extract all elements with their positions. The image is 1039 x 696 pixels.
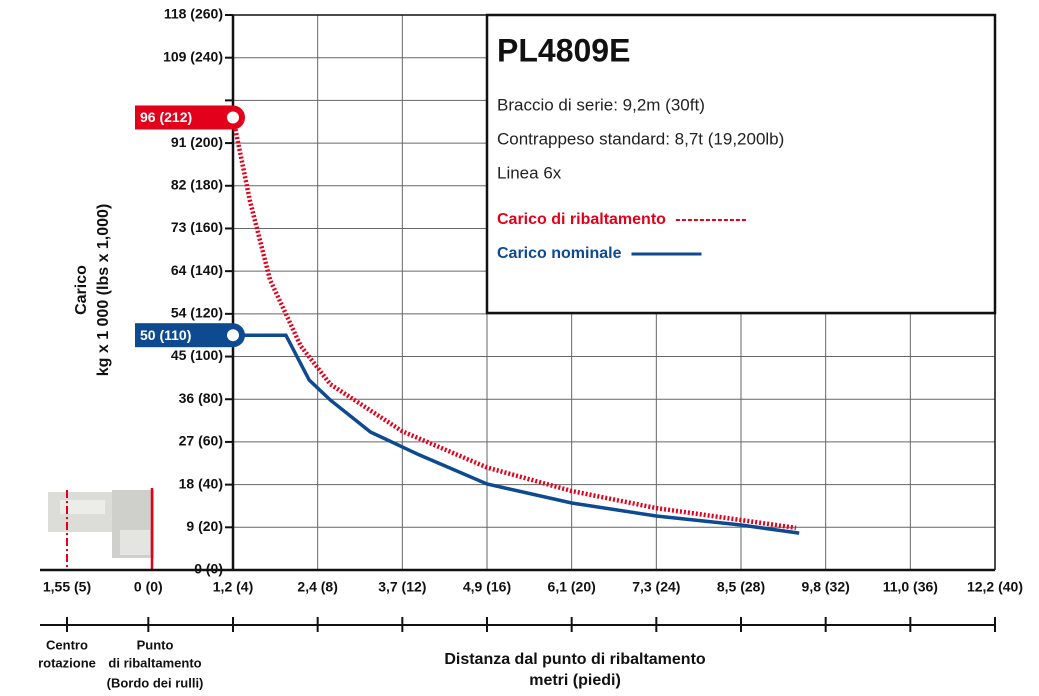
y-tick-label: 82 (180) [171,176,223,192]
x-tick-label: 11,0 (36) [883,579,938,595]
y-tick-label: 0 (0) [194,561,223,577]
value-badge-label: 96 (212) [140,109,192,125]
y-tick-label: 18 (40) [179,475,223,491]
info-line: Contrappeso standard: 8,7t (19,200lb) [497,129,784,148]
chart: 1,55 (5) Centro rotazione Punto di ribal… [0,0,1039,696]
x-tick-label: 1,2 (4) [213,579,253,595]
value-badge-label: 50 (110) [140,327,191,343]
y-tick-label: 27 (60) [179,433,223,449]
x-axis-title: metri (piedi) [529,672,621,689]
x-tick-label: 9,8 (32) [802,579,850,595]
x-tick-label: 4,9 (16) [463,579,511,595]
info-title: PL4809E [497,32,630,68]
x-tick-label: 2,4 (8) [297,579,337,595]
x-tick-label: 3,7 (12) [378,579,426,595]
value-marker [224,326,242,344]
y-tick-label: 36 (80) [179,390,223,406]
x-tick-label: 0 (0) [134,579,163,595]
x-tick-label: 6,1 (20) [548,579,596,595]
x-tick-label: 12,2 (40) [967,579,1023,595]
y-tick-label: 91 (200) [171,134,223,150]
y-tick-label: 45 (100) [171,347,223,363]
y-tick-label: 118 (260) [164,6,223,22]
y-axis-title: Carico [73,265,90,315]
y-tick-label: 9 (20) [186,518,223,534]
y-tick-label: 64 (140) [171,262,223,278]
info-line: Braccio di serie: 9,2m (30ft) [497,95,705,114]
legend-label: Carico di ribaltamento [497,211,666,228]
rotation-caption: rotazione [38,655,96,670]
rotation-caption: Centro [46,637,88,652]
tipping-caption: Punto [137,637,174,652]
y-tick-label: 73 (160) [171,219,223,235]
machine-photo [48,490,154,558]
x-tick-label: 8,5 (28) [717,579,765,595]
y-tick-label: 109 (240) [163,48,223,64]
info-line: Linea 6x [497,163,562,182]
y-axis-title: kg x 1 000 (lbs x 1,000) [95,204,112,377]
x-tick-label: 7,3 (24) [632,579,680,595]
value-marker [224,108,242,126]
legend-label: Carico nominale [497,245,622,262]
rotation-center-label: 1,55 (5) [43,579,91,595]
tipping-caption: (Bordo dei rulli) [107,675,204,690]
x-axis-title: Distanza dal punto di ribaltamento [444,651,706,668]
tipping-caption: di ribaltamento [108,655,201,670]
y-tick-label: 54 (120) [171,305,223,321]
